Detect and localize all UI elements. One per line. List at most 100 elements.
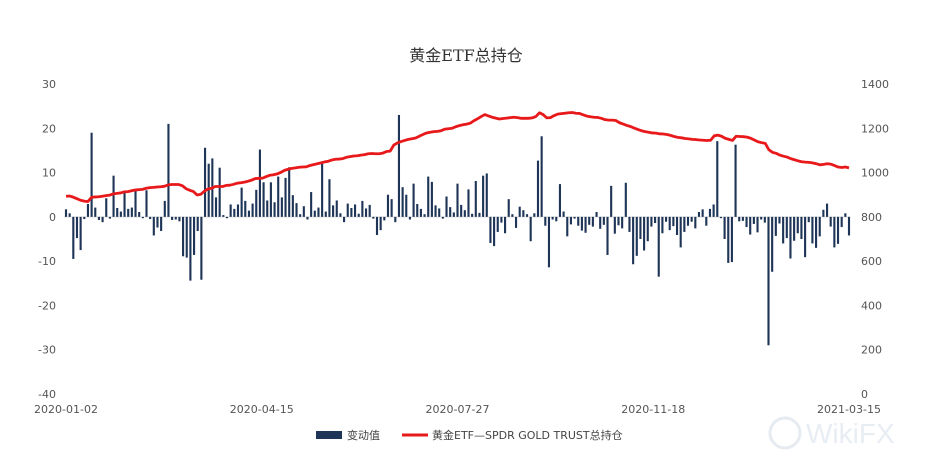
bar — [621, 216, 624, 229]
bar — [189, 216, 192, 281]
bar — [368, 204, 371, 217]
bar — [214, 197, 218, 217]
bar — [719, 216, 722, 219]
bar — [456, 183, 459, 217]
bar — [116, 208, 119, 217]
bar — [288, 167, 291, 217]
bar — [438, 208, 441, 217]
bar — [796, 216, 799, 234]
bar — [222, 215, 225, 217]
bar — [679, 216, 682, 248]
bar-series — [64, 115, 851, 346]
bar — [536, 160, 540, 217]
bar — [156, 216, 159, 228]
bar — [829, 216, 832, 227]
bar — [68, 213, 71, 217]
y-right-axis: 1400 1200 1000 800 600 400 200 0 — [861, 78, 889, 401]
bar — [75, 216, 79, 239]
y-right-tick-label: 1200 — [861, 122, 889, 135]
bar — [514, 216, 518, 228]
bar — [405, 194, 408, 217]
bar — [756, 216, 759, 233]
watermark-logo-icon — [768, 416, 802, 450]
bar — [101, 216, 104, 223]
bar — [727, 216, 730, 263]
y-left-tick-label: 10 — [42, 167, 56, 180]
bar — [97, 216, 100, 220]
bar — [697, 211, 701, 217]
bar — [525, 214, 529, 217]
bar — [394, 216, 397, 223]
bar — [573, 216, 576, 219]
bar — [83, 216, 86, 220]
bar — [357, 213, 360, 217]
bar — [229, 204, 232, 217]
bar — [449, 207, 452, 217]
y-left-tick-label: -30 — [38, 344, 56, 357]
bar — [72, 216, 75, 259]
bar — [613, 216, 616, 234]
y-right-tick-label: 200 — [861, 344, 882, 357]
bar — [397, 115, 401, 217]
bar — [386, 194, 390, 217]
bar — [840, 216, 843, 228]
legend-label-bar: 变动值 — [347, 428, 380, 442]
chart-title: 黄金ETF总持仓 — [409, 46, 522, 65]
bar — [504, 216, 507, 234]
bar — [145, 190, 148, 217]
bar — [595, 211, 598, 217]
bar — [430, 181, 433, 217]
bar — [86, 204, 90, 217]
bar — [785, 216, 788, 239]
bar — [654, 216, 657, 224]
bar — [763, 216, 766, 223]
bar — [668, 216, 671, 231]
bar — [815, 216, 818, 248]
bar — [734, 144, 737, 217]
bar — [149, 216, 152, 220]
bar — [328, 179, 331, 217]
x-tick-label: 2020-04-15 — [230, 403, 294, 416]
bar — [544, 216, 547, 226]
bar — [584, 216, 587, 233]
bar — [522, 210, 525, 217]
bar — [712, 204, 715, 217]
bar — [225, 216, 229, 219]
bar — [64, 209, 68, 217]
bar — [511, 214, 514, 217]
bar — [240, 187, 243, 217]
bar — [558, 184, 562, 217]
bar — [723, 216, 726, 239]
y-left-tick-label: 20 — [42, 122, 56, 135]
bar — [306, 216, 309, 220]
x-axis: 2020-01-02 2020-04-15 2020-07-27 2020-11-18… — [34, 403, 881, 416]
watermark-text: WikiFX — [806, 418, 895, 449]
bar — [141, 216, 144, 219]
x-tick-label: 2020-11-18 — [621, 403, 685, 416]
bar — [185, 216, 188, 258]
bar — [807, 216, 810, 223]
bar — [79, 216, 82, 251]
bar — [818, 216, 821, 237]
bar — [793, 216, 796, 241]
y-right-tick-label: 600 — [861, 255, 882, 268]
bar — [310, 192, 313, 217]
bar — [445, 196, 448, 217]
bar — [617, 216, 620, 226]
bar — [390, 199, 393, 217]
bar — [822, 209, 825, 217]
x-tick-label: 2020-07-27 — [426, 403, 490, 416]
bar — [200, 216, 203, 280]
y-right-tick-label: 400 — [861, 299, 882, 312]
bar — [108, 216, 111, 219]
bar — [804, 216, 807, 258]
bar — [346, 203, 349, 217]
bar — [602, 216, 605, 225]
bar — [277, 176, 280, 217]
y-left-axis: 30 20 10 0 -10 -20 -30 -40 — [38, 78, 56, 401]
bar — [533, 213, 536, 217]
bar — [789, 216, 792, 259]
bar — [760, 216, 763, 220]
bar — [364, 208, 368, 217]
